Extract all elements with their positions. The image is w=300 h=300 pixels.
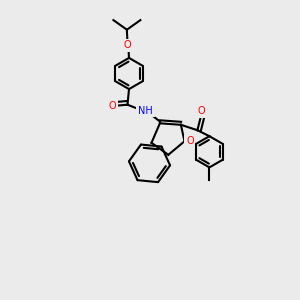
Text: NH: NH xyxy=(138,106,153,116)
Text: O: O xyxy=(124,40,131,50)
Text: O: O xyxy=(186,136,194,146)
Text: O: O xyxy=(198,106,206,116)
Text: O: O xyxy=(108,101,116,111)
